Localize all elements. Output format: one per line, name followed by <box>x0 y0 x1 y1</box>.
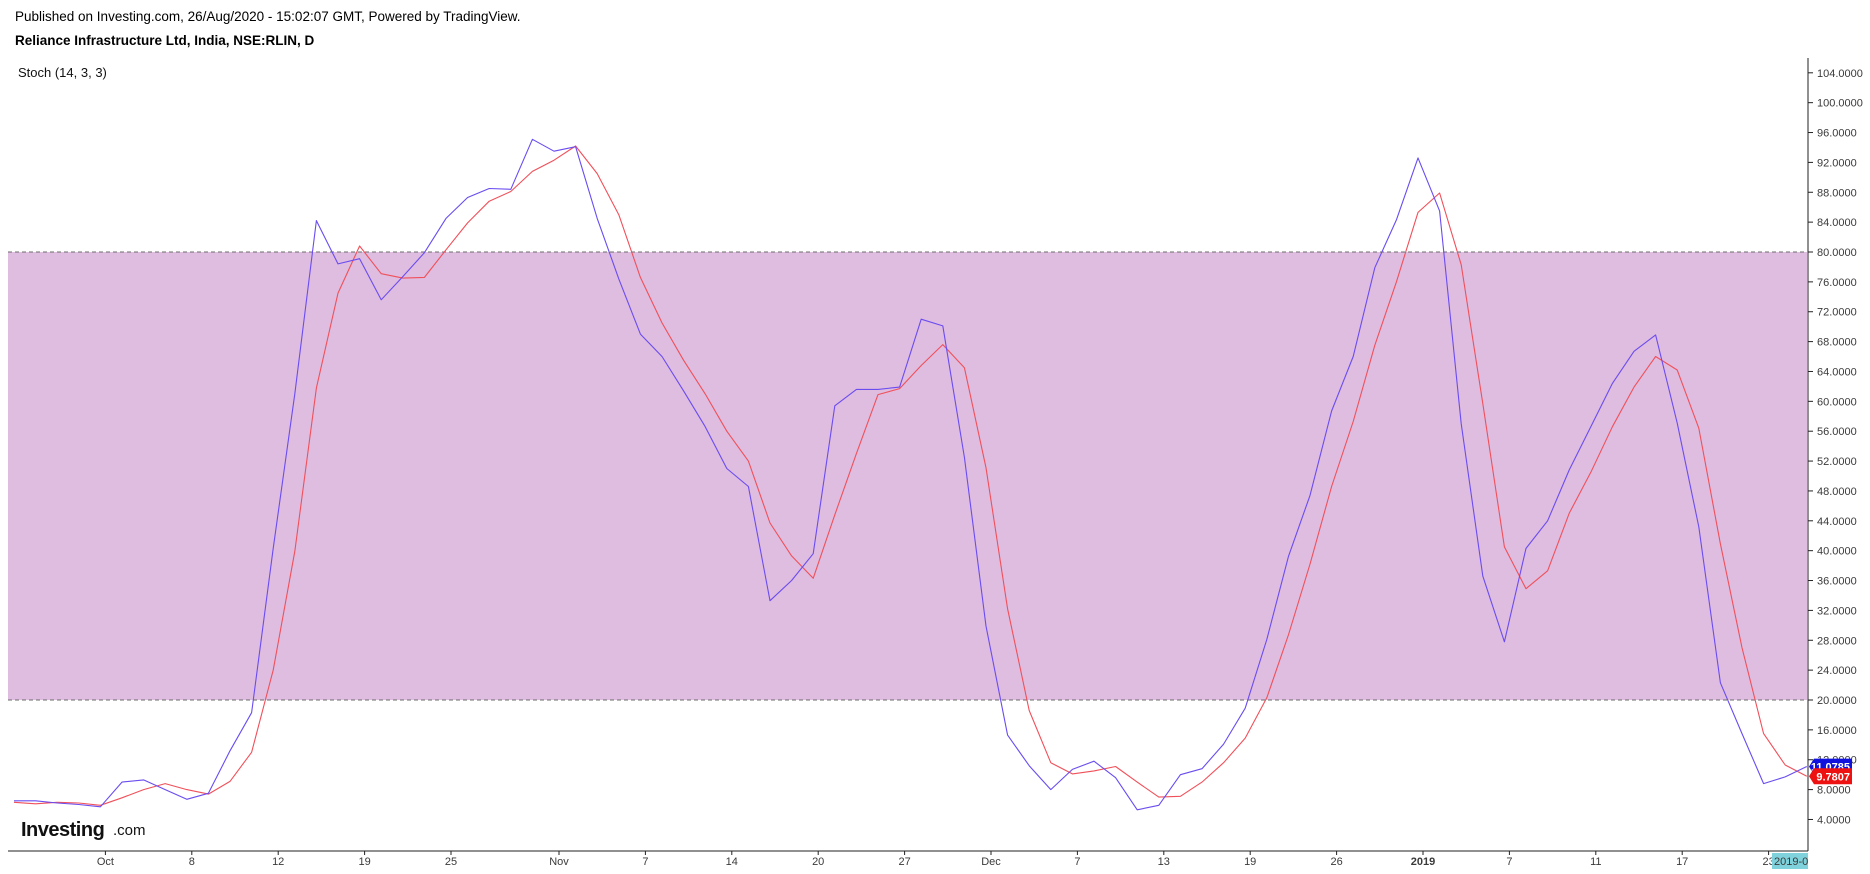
y-tick-label: 20.0000 <box>1817 695 1857 707</box>
x-tick-label: Dec <box>981 856 1001 868</box>
x-tick-label: 7 <box>1506 856 1512 868</box>
x-tick-label: 19 <box>358 856 370 868</box>
investing-logo: Investing .com <box>21 819 146 841</box>
series-lines <box>13 138 1808 811</box>
x-tick-label: 23 <box>1762 856 1774 868</box>
x-tick-label: 11 <box>1590 856 1601 868</box>
y-tick-label: 36.0000 <box>1817 576 1857 588</box>
time-cursor-badge-text: 2019-0 <box>1774 856 1808 868</box>
x-tick-label: 8 <box>189 856 195 868</box>
d-value-badge-text: 9.7807 <box>1816 771 1850 783</box>
y-tick-label: 96.0000 <box>1817 128 1857 140</box>
logo-suffix: .com <box>113 822 146 839</box>
band-fill <box>8 252 1807 700</box>
y-tick-label: 24.0000 <box>1817 665 1857 677</box>
y-tick-label: 68.0000 <box>1817 337 1857 349</box>
x-tick-label: 26 <box>1330 856 1342 868</box>
x-tick-label: 7 <box>642 856 648 868</box>
y-tick-label: 64.0000 <box>1817 366 1857 378</box>
x-tick-label: 25 <box>445 856 457 868</box>
time-cursor-badge: 2019-0 <box>1772 853 1808 869</box>
y-tick-label: 48.0000 <box>1817 486 1857 498</box>
k-line[interactable] <box>14 138 1808 811</box>
y-tick-label: 16.0000 <box>1817 725 1857 737</box>
time-cursor-badge-bg <box>1772 853 1808 869</box>
d-value-badge: 9.7807 <box>1809 768 1852 785</box>
y-tick-label: 8.0000 <box>1817 785 1851 797</box>
time-axis-ticks[interactable]: Oct 8 12 19 25 Nov 7 14 20 27 Dec 7 13 19 26 2019 7 11 17 2… <box>97 851 1775 868</box>
x-tick-label: 12 <box>272 856 284 868</box>
logo-wordmark: Investing <box>21 819 104 841</box>
y-tick-label: 4.0000 <box>1817 814 1851 826</box>
x-tick-label: 14 <box>726 856 738 868</box>
x-tick-label: 13 <box>1158 856 1170 868</box>
y-tick-label: 60.0000 <box>1817 396 1857 408</box>
y-tick-label: 44.0000 <box>1817 516 1857 528</box>
x-tick-label: 19 <box>1244 856 1256 868</box>
y-tick-label: 84.0000 <box>1817 217 1857 229</box>
y-tick-label: 40.0000 <box>1817 546 1857 558</box>
d-line[interactable] <box>13 145 1808 806</box>
y-tick-label: 28.0000 <box>1817 635 1857 647</box>
y-tick-label: 56.0000 <box>1817 426 1857 438</box>
x-tick-label: 2019 <box>1411 856 1435 868</box>
axes: 4.00008.000012.000016.000020.000024.0000… <box>8 58 1863 868</box>
x-tick-label: Oct <box>97 856 114 868</box>
y-tick-label: 72.0000 <box>1817 307 1857 319</box>
x-tick-label: 17 <box>1676 856 1688 868</box>
y-tick-label: 88.0000 <box>1817 187 1857 199</box>
y-tick-label: 76.0000 <box>1817 277 1857 289</box>
y-tick-label: 104.0000 <box>1817 68 1863 80</box>
y-tick-label: 80.0000 <box>1817 247 1857 259</box>
overbought-oversold-band <box>8 251 1807 701</box>
y-tick-label: 32.0000 <box>1817 605 1857 617</box>
instrument-title: Reliance Infrastructure Ltd, India, NSE:… <box>15 33 315 48</box>
x-tick-label: Nov <box>549 856 569 868</box>
y-tick-label: 92.0000 <box>1817 157 1857 169</box>
x-tick-label: 27 <box>898 856 910 868</box>
d-value-badge-shape <box>1809 768 1852 785</box>
y-tick-label: 52.0000 <box>1817 456 1857 468</box>
price-axis-ticks[interactable]: 4.00008.000012.000016.000020.000024.0000… <box>1808 68 1863 827</box>
published-caption: Published on Investing.com, 26/Aug/2020 … <box>15 9 521 24</box>
x-tick-label: 20 <box>812 856 824 868</box>
y-tick-label: 100.0000 <box>1817 98 1863 110</box>
indicator-title: Stoch (14, 3, 3) <box>18 65 107 80</box>
x-tick-label: 7 <box>1074 856 1080 868</box>
